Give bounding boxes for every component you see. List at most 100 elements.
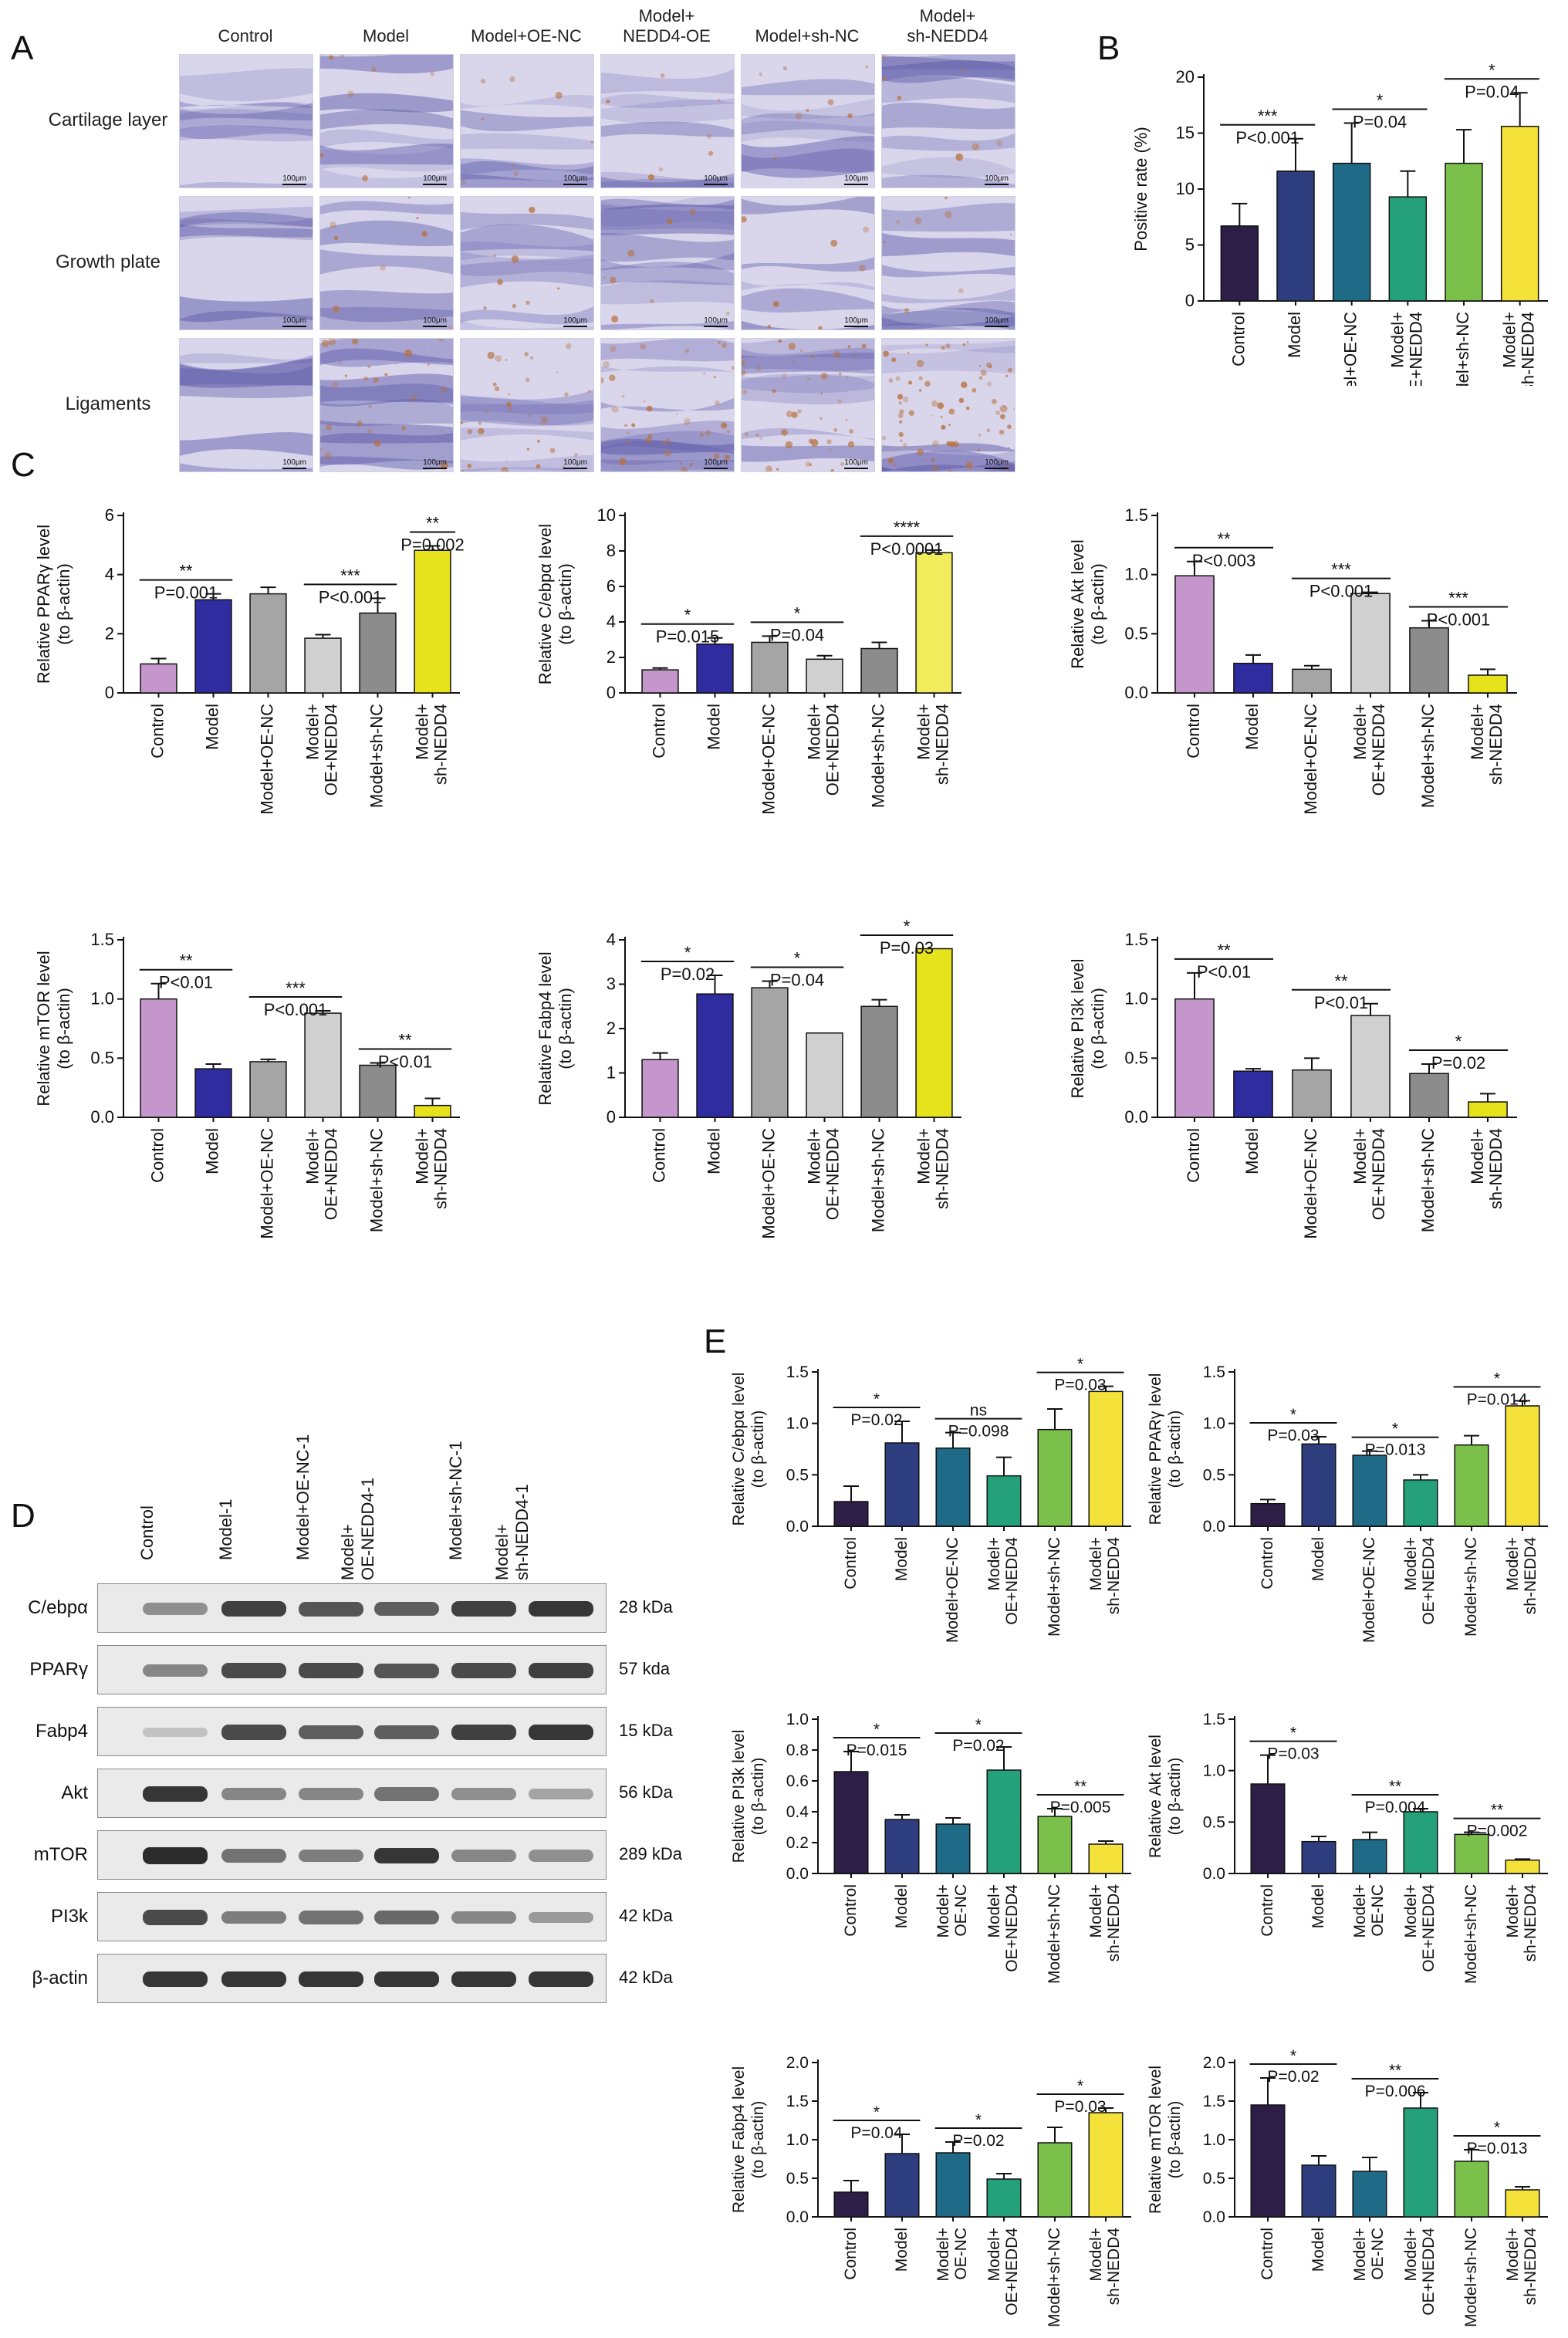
y-tick-label: 1.5 (786, 2093, 809, 2110)
y-tick-label: 1.0 (1203, 2131, 1225, 2149)
chart-e-akt: 0.0 0.5 1.0 1.5 Relative Akt level(to β-acti… (1142, 1674, 1559, 1998)
histology-image: 100μm (741, 338, 875, 472)
y-tick-label: 2.0 (786, 2054, 809, 2072)
y-axis-label: Relative PI3k level(to β-actin) (730, 1730, 767, 1863)
histology-image: 100μm (460, 196, 594, 330)
y-tick-label: 0.0 (1124, 1107, 1148, 1127)
bar (935, 1447, 971, 1527)
x-tick-label: Model+OE+NEDD4 (805, 704, 843, 796)
significance-stars: ** (398, 1030, 412, 1049)
bar (1352, 1839, 1387, 1874)
blot-band (221, 1725, 286, 1740)
bar (359, 612, 397, 694)
y-axis-label: Positive rate (%) (1131, 127, 1151, 251)
x-tick-label: Control (148, 1128, 167, 1183)
y-axis-label: Relative mTOR level(to β-actin) (1147, 2066, 1184, 2214)
bar (1088, 1390, 1124, 1527)
scale-bar-label: 100μm (282, 458, 306, 469)
bar (1403, 2107, 1438, 2218)
y-tick-label: 0.5 (786, 2170, 809, 2188)
y-tick-label: 0.5 (1124, 1048, 1148, 1067)
significance-stars: ** (1217, 529, 1231, 549)
bar (1454, 1833, 1489, 1874)
significance-stars: * (1392, 1421, 1398, 1438)
y-axis-label: Relative mTOR level(to β-actin) (34, 951, 73, 1106)
significance-stars: *** (1258, 106, 1278, 126)
blot-band (529, 1662, 593, 1679)
histology-column-header: Model+ sh-NEDD4 (907, 6, 988, 46)
bar (1500, 126, 1539, 302)
bar (1301, 1443, 1337, 1527)
scale-bar-label: 100μm (985, 316, 1009, 327)
bar (1233, 1070, 1273, 1118)
bar (1037, 1428, 1073, 1527)
bar (414, 1104, 451, 1118)
bar (194, 1068, 232, 1118)
x-tick-label: Model+OE-NC (934, 1884, 970, 1938)
blot-protein-label: C/ebpα (28, 1597, 88, 1618)
y-tick-label: 0.8 (786, 1742, 809, 1759)
x-tick-label: Model+sh-NEDD4 (1087, 1884, 1123, 1962)
bar (1250, 1783, 1286, 1874)
x-tick-label: Model+OE-NC (1301, 1128, 1320, 1239)
significance-stars: ** (1217, 941, 1231, 960)
scale-bar-label: 100μm (704, 316, 728, 327)
blot-band (143, 1786, 208, 1802)
y-tick-label: 1.5 (1203, 1363, 1225, 1381)
blot-band (299, 1725, 363, 1740)
bar (806, 658, 843, 694)
p-value-label: P=0.005 (1050, 1799, 1111, 1816)
x-tick-label: Model+sh-NC (1418, 1128, 1438, 1232)
p-value-label: P<0.001 (264, 1000, 328, 1019)
blot-lane-header: Model+sh-NC-1 (446, 1441, 465, 1560)
scale-bar-label: 100μm (563, 458, 587, 469)
significance-stars: *** (286, 978, 306, 998)
p-value-label: P<0.003 (1192, 551, 1256, 570)
bar (1505, 2189, 1540, 2218)
x-tick-label: Model (705, 1128, 724, 1174)
histology-image: 100μm (179, 196, 313, 330)
y-tick-label: 1.0 (1124, 565, 1148, 584)
significance-stars: * (794, 603, 801, 623)
bar (1454, 1444, 1489, 1527)
x-tick-label: Model+sh-NC (869, 704, 888, 808)
bar (1276, 171, 1315, 302)
blot-row: PI3k 42 kDa (51, 1892, 673, 1941)
x-tick-label: Model+OE-NC (934, 2228, 970, 2281)
panel-label-c: C (11, 446, 35, 484)
x-tick-label: Model+OE-NC (759, 1128, 779, 1239)
y-tick-label: 1.0 (1124, 989, 1148, 1009)
blot-row: PPARγ 57 kda (29, 1645, 670, 1694)
bar (1088, 2112, 1124, 2218)
y-axis-label: Relative Akt level(to β-actin) (1068, 539, 1107, 669)
x-tick-label: Model (705, 704, 724, 750)
bar (696, 644, 734, 694)
y-tick-label: 0 (105, 683, 114, 702)
x-tick-label: Model+OE+NEDD4 (1350, 1128, 1388, 1220)
x-tick-label: Model+OE-NC (759, 704, 779, 815)
p-value-label: P=0.02 (1267, 2068, 1319, 2086)
x-tick-label: Model+sh-NEDD4 (1504, 2228, 1539, 2306)
bar (249, 593, 287, 694)
scale-bar-label: 100μm (423, 316, 447, 327)
blot-row: Akt 56 kDa (61, 1769, 673, 1818)
blot-band (143, 1727, 208, 1738)
y-tick-label: 0.5 (1124, 623, 1148, 643)
p-value-label: P<0.01 (159, 973, 213, 992)
p-value-label: P=0.013 (1467, 2140, 1528, 2157)
scale-bar-label: 100μm (563, 174, 587, 185)
scale-bar-label: 100μm (985, 174, 1009, 185)
histology-column-header: Model+sh-NC (755, 26, 860, 46)
blot-kda-label: 15 kDa (619, 1721, 673, 1740)
scale-bar-label: 100μm (844, 316, 868, 327)
bar (935, 1823, 971, 1874)
panel-label-a: A (11, 29, 34, 67)
chart-c-akt: 0.0 0.5 1.0 1.5 Relative Akt level(to β-acti… (1065, 471, 1528, 856)
histology-row-header: Ligaments (65, 394, 151, 414)
significance-stars: * (975, 1716, 982, 1734)
y-tick-label: 15 (1176, 123, 1195, 143)
p-value-label: P=0.014 (1467, 1390, 1528, 1408)
x-tick-label: Control (842, 1537, 860, 1590)
significance-stars: ** (1334, 971, 1348, 991)
y-tick-label: 0.0 (786, 1518, 809, 1536)
